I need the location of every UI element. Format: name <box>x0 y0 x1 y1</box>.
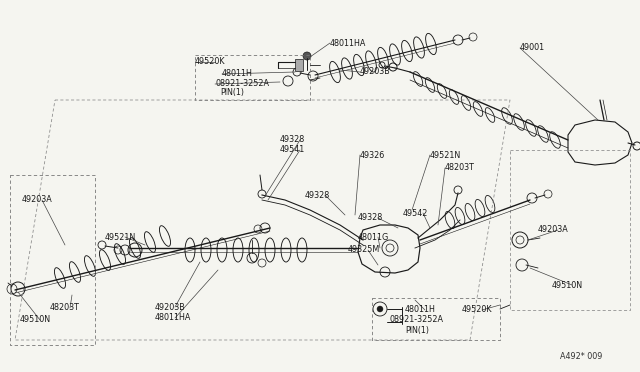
Text: 48011G: 48011G <box>358 232 389 241</box>
Text: 49520K: 49520K <box>195 58 225 67</box>
FancyBboxPatch shape <box>295 59 303 71</box>
Text: 48203T: 48203T <box>445 164 475 173</box>
Text: 49521N: 49521N <box>105 232 136 241</box>
Text: 49203A: 49203A <box>22 196 52 205</box>
Text: PIN(1): PIN(1) <box>220 89 244 97</box>
Text: 49510N: 49510N <box>552 280 583 289</box>
Text: 48011H: 48011H <box>222 70 253 78</box>
Text: 49328: 49328 <box>280 135 305 144</box>
Text: 49510N: 49510N <box>20 315 51 324</box>
Circle shape <box>377 306 383 312</box>
Text: 49203B: 49203B <box>155 302 186 311</box>
Text: 49203B: 49203B <box>360 67 391 77</box>
Text: 49326: 49326 <box>360 151 385 160</box>
Circle shape <box>303 52 311 60</box>
Text: 08921-3252A: 08921-3252A <box>390 315 444 324</box>
Text: 48011H: 48011H <box>405 305 436 314</box>
Text: 48011HA: 48011HA <box>155 314 191 323</box>
Text: 49521N: 49521N <box>430 151 461 160</box>
Text: 49542: 49542 <box>403 208 428 218</box>
Text: 49328: 49328 <box>305 190 330 199</box>
Text: 08921-3252A: 08921-3252A <box>215 80 269 89</box>
Text: 49328: 49328 <box>358 214 383 222</box>
Text: PIN(1): PIN(1) <box>405 326 429 334</box>
Text: 49001: 49001 <box>520 44 545 52</box>
Text: 49520K: 49520K <box>462 305 493 314</box>
Text: 48011HA: 48011HA <box>330 38 366 48</box>
Text: A492* 009: A492* 009 <box>560 352 602 361</box>
Text: 49203A: 49203A <box>538 225 569 234</box>
Text: 48203T: 48203T <box>50 304 80 312</box>
Text: 49325M: 49325M <box>348 246 380 254</box>
Text: 49541: 49541 <box>280 145 305 154</box>
